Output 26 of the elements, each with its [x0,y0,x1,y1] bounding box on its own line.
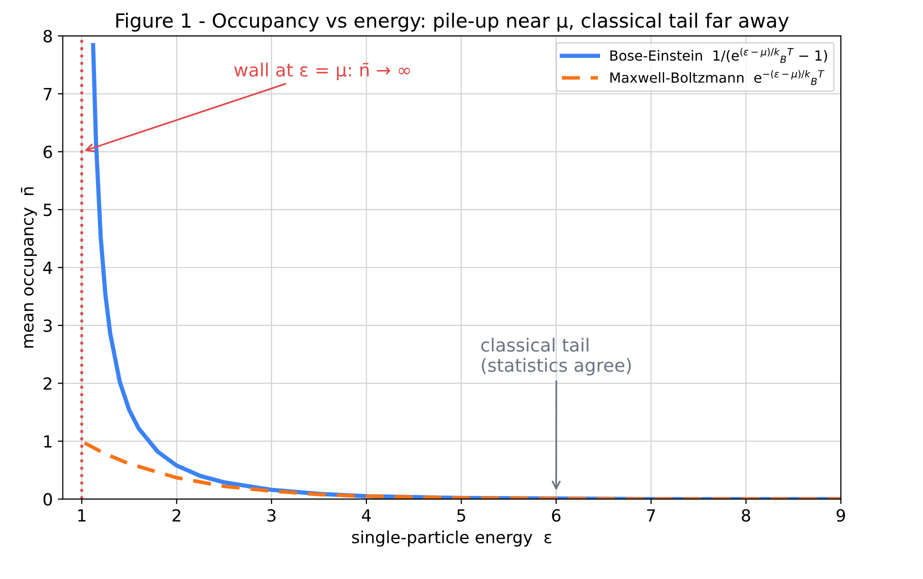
legend-label: Bose-Einstein 1/(e$^{(ε−μ)/k}$$_{B}$$^{T}$ − 1) [610,48,828,63]
x-tick-label: 7 [647,509,655,522]
y-tick-label: 3 [44,319,52,332]
x-tick-label: 4 [362,509,371,522]
x-tick-label: 1 [78,509,86,522]
annotation: wall at ε = μ: n̄ → ∞ [234,62,410,80]
chart-title: Figure 1 - Occupancy vs energy: pile-up near μ, classical tail far away [116,12,789,32]
y-tick-label: 8 [44,30,52,42]
x-tick-label: 9 [836,509,845,522]
x-tick-label: 8 [742,509,750,522]
y-tick-label: 4 [43,262,52,274]
y-tick-label: 0 [44,493,52,506]
legend-label: Maxwell-Boltzmann e$^{−(ε−μ)/k}$$_{B}$$^{T}$ [610,70,824,85]
annotation: classical tail (statistics agree) [481,338,631,376]
line-series [82,441,841,500]
y-tick-label: 5 [44,204,52,216]
x-tick-label: 5 [457,509,466,522]
y-tick-label: 1 [44,435,52,448]
y-tick-label: 2 [44,377,52,390]
x-tick-label: 6 [552,509,560,522]
y-axis-title: mean occupancy n̄ [20,187,37,348]
x-axis-title: single-particle energy ε [352,530,552,547]
x-tick-label: 2 [172,509,180,522]
x-tick-label: 3 [267,509,276,522]
y-tick-label: 6 [44,146,52,158]
y-tick-label: 7 [44,88,52,100]
